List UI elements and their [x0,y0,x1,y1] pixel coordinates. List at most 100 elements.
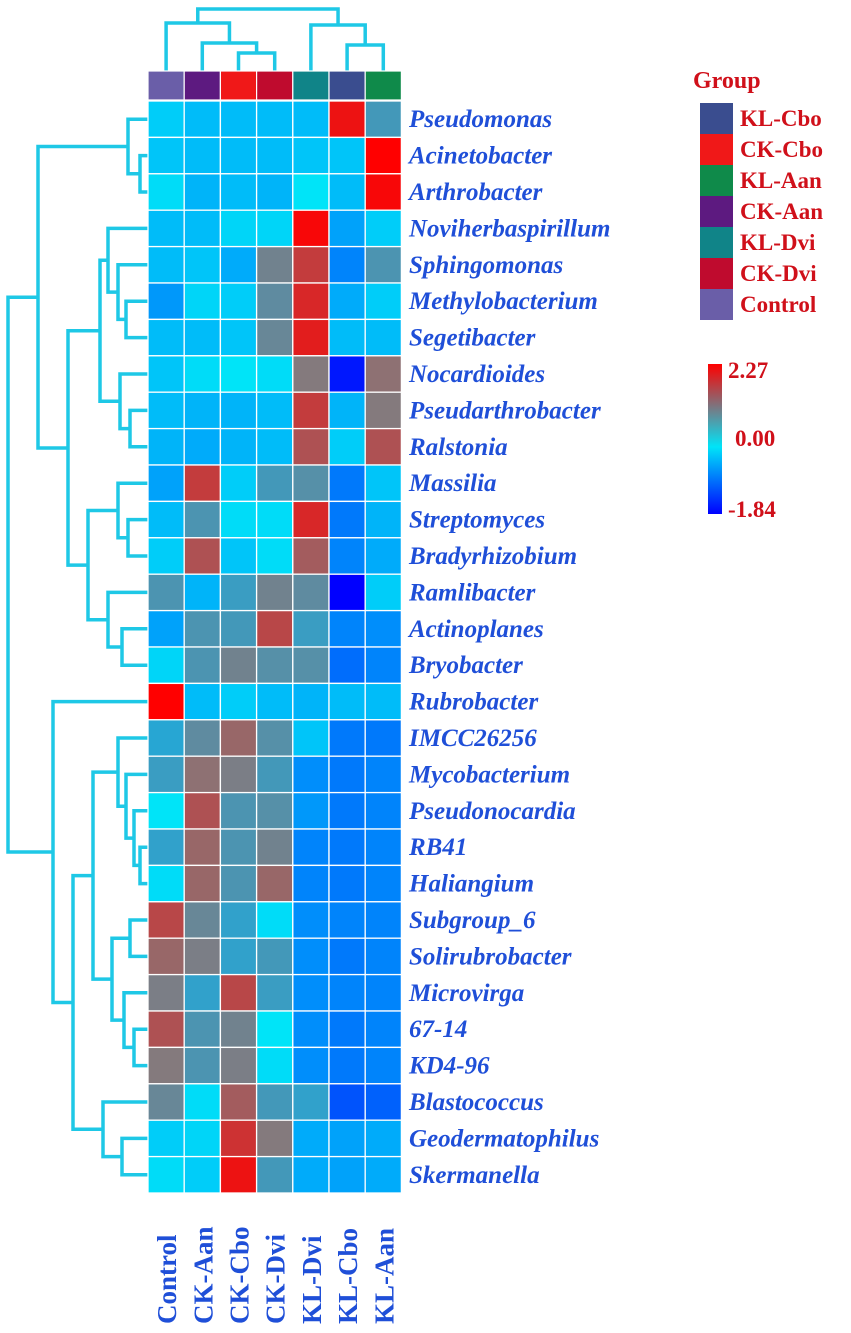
heatmap-cell [292,355,330,393]
heatmap-cell [364,791,403,830]
heatmap-cell [292,973,330,1012]
heatmap-cell [292,500,330,539]
heatmap-cell [183,937,222,976]
heatmap-cell [328,646,366,685]
row-dendrogram-branch [122,991,148,1050]
heatmap-cell [292,100,330,139]
row-label: Skermanella [409,1162,540,1189]
legend-swatch [700,258,733,289]
heatmap-cell [255,973,294,1012]
heatmap-cell [147,464,185,503]
column-dendrogram-branch [309,23,367,71]
heatmap-cell [219,864,258,903]
column-label: KL-Aan [369,1228,399,1324]
heatmap-cell [255,209,294,248]
row-dendrogram [6,117,148,1177]
row-dendrogram-branch [128,408,148,449]
row-label: Geodermatophilus [409,1125,599,1152]
heatmap-cell [147,427,185,466]
heatmap-cell [328,1119,366,1158]
heatmap-cell [328,864,366,903]
heatmap-cell [147,609,185,648]
heatmap-cell [147,1155,185,1194]
heatmap-cell [183,173,222,211]
legend-label: Control [740,292,816,317]
row-label: Nocardioides [408,361,545,388]
heatmap-cell [183,791,222,830]
heatmap-cell [292,427,330,466]
heatmap-cell [292,282,330,321]
heatmap-cell [147,209,185,248]
heatmap-cell [147,100,185,139]
group-legend: Group KL-Cbo CK-Cbo KL-Aan CK-Aan KL-Dvi CK-D… [693,68,823,320]
heatmap-cell [147,973,185,1012]
heatmap-cell [292,173,330,211]
heatmap-cell [328,391,366,430]
heatmap-cell [183,682,222,721]
heatmap-cell [364,282,403,321]
heatmap-cell [364,609,403,648]
heatmap-cell [364,828,403,867]
row-dendrogram-branch [6,295,53,854]
legend-swatch [700,196,733,227]
heatmap-cell [364,864,403,903]
heatmap-cell [147,318,185,357]
row-dendrogram-branch [126,517,148,558]
heatmap-cell [147,682,185,721]
heatmap-cell [183,427,222,466]
heatmap-cell [328,719,366,757]
heatmap-cell [364,1046,403,1085]
heatmap-cell [183,828,222,867]
column-dendrogram-branch [200,41,259,71]
heatmap-cell [364,937,403,976]
heatmap-cell [364,245,403,284]
heatmap-cell [364,391,403,430]
heatmap-cell [328,1010,366,1049]
heatmap-cell [255,427,294,466]
heatmap-cell [147,173,185,211]
heatmap-cell [183,1155,222,1194]
group-bar-cell [364,70,403,101]
heatmap-cell [292,391,330,430]
column-dendrogram [164,7,386,71]
heatmap-cell [364,1119,403,1158]
column-label: KL-Cbo [333,1228,363,1324]
row-label: Streptomyces [409,507,545,534]
heatmap-cell [328,136,366,175]
heatmap-cell [183,1119,222,1158]
heatmap-cell [183,973,222,1012]
row-label: Mycobacterium [408,761,570,788]
row-label: Solirubrobacter [409,943,572,970]
row-dendrogram-branch [118,372,148,431]
group-bar-cell [147,70,185,101]
heatmap-cells [147,100,403,1194]
row-label: Arthrobacter [407,179,543,206]
heatmap-cell [255,100,294,139]
heatmap-cell [219,464,258,503]
heatmap-cell [183,500,222,539]
row-label: Haliangium [408,871,534,898]
heatmap-cell [292,573,330,612]
heatmap-cell [255,609,294,648]
heatmap-cell [219,973,258,1012]
row-label: Microvirga [408,980,524,1007]
legend-label: KL-Aan [740,168,822,193]
heatmap-cell [255,682,294,721]
row-dendrogram-branch [138,845,148,886]
heatmap-cell [183,609,222,648]
heatmap-cell [255,864,294,903]
heatmap-cell [219,282,258,321]
column-dendrogram-branch [164,21,232,71]
heatmap-cell [292,136,330,175]
row-label: Pseudarthrobacter [408,397,601,424]
row-dendrogram-branch [116,263,148,322]
heatmap-cell [292,755,330,794]
legend-label: KL-Cbo [740,106,822,131]
heatmap-cell [255,537,294,575]
column-dendrogram-branch [236,51,277,71]
heatmap-cell [219,937,258,976]
heatmap-cell [219,173,258,211]
heatmap-cell [183,318,222,357]
heatmap-cell [219,719,258,757]
column-dendrogram-branch [345,43,386,71]
